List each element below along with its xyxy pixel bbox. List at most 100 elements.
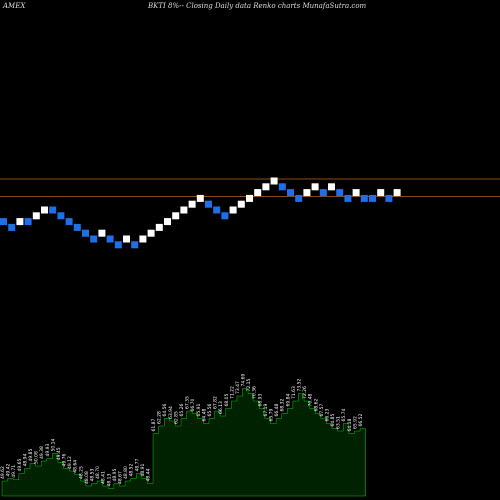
down-brick — [336, 189, 344, 197]
volume-label: 64.85 — [330, 413, 336, 426]
volume-label: 49.85 — [28, 448, 34, 461]
volume-label: 71.22 — [229, 386, 235, 399]
up-brick — [270, 177, 278, 185]
volume-label: 68.62 — [313, 398, 319, 411]
down-brick — [106, 235, 114, 243]
volume-label: 49.76 — [62, 453, 68, 466]
volume-label: 61.87 — [151, 418, 157, 431]
down-brick — [49, 206, 57, 214]
down-brick — [287, 189, 294, 197]
down-brick — [319, 189, 327, 197]
up-brick — [41, 206, 48, 214]
volume-label: 48.77 — [134, 458, 140, 471]
up-brick — [32, 212, 40, 220]
chart-title: BKTI 8%-- Closing Daily data Renko chart… — [148, 2, 367, 10]
volume-label: 48.53 — [90, 468, 96, 481]
up-brick — [16, 218, 24, 226]
up-brick — [188, 200, 196, 208]
up-brick — [393, 189, 401, 197]
up-brick — [123, 235, 130, 243]
volume-label: 66.23 — [324, 408, 330, 421]
up-brick — [196, 194, 204, 202]
up-brick — [377, 189, 385, 197]
volume-label: 49.12 — [67, 456, 73, 469]
up-brick — [180, 206, 188, 214]
volume-label: 67.35 — [185, 396, 191, 409]
volume-label: 64.18 — [347, 418, 353, 431]
volume-label: 48.94 — [22, 453, 28, 466]
up-brick — [237, 200, 245, 208]
down-brick — [90, 235, 98, 243]
volume-label: 49.65 — [17, 458, 23, 471]
up-brick — [328, 183, 335, 191]
volume-label: 48.64 — [73, 460, 79, 473]
volume-label: 70.36 — [252, 386, 258, 399]
up-brick — [246, 194, 253, 202]
volume-label: 73.52 — [296, 378, 302, 391]
down-brick — [369, 194, 376, 202]
volume-label: 49.42 — [6, 463, 12, 476]
up-brick — [147, 229, 155, 237]
volume-label: 73.47 — [235, 381, 241, 394]
volume-label: 64.56 — [162, 403, 168, 416]
up-brick — [98, 229, 106, 237]
volume-label: 48.08 — [84, 471, 90, 484]
volume-label: 48.44 — [145, 468, 151, 481]
volume-label: 64.48 — [201, 408, 207, 421]
volume-label: 48.91 — [140, 463, 146, 476]
down-brick — [114, 241, 122, 249]
down-brick — [0, 218, 7, 226]
up-brick — [155, 223, 163, 231]
up-brick — [164, 218, 171, 226]
volume-label: 50.14 — [50, 438, 56, 451]
volume-label: 74.69 — [241, 373, 247, 386]
volume-label: 48.25 — [78, 466, 84, 479]
down-brick — [205, 200, 212, 208]
down-brick — [73, 223, 81, 231]
volume-label: 48.95 — [112, 468, 118, 481]
up-brick — [229, 206, 237, 214]
up-brick — [303, 189, 311, 197]
down-brick — [213, 206, 221, 214]
volume-label: 65.79 — [269, 408, 275, 421]
up-brick — [352, 189, 360, 197]
volume-label: 48.41 — [101, 471, 107, 484]
volume-label: 49.45 — [56, 447, 62, 460]
volume-label: 50.08 — [34, 451, 40, 464]
volume-label: 66.48 — [274, 403, 280, 416]
down-brick — [344, 194, 352, 202]
down-brick — [131, 241, 139, 249]
volume-label: 70.48 — [308, 393, 314, 406]
volume-label: 65.91 — [196, 403, 202, 416]
volume-label: 63.94 — [168, 406, 174, 419]
volume-label: 67.82 — [213, 396, 219, 409]
volume-label: 69.84 — [285, 393, 291, 406]
volume-label: 62.85 — [173, 411, 179, 424]
down-brick — [295, 194, 303, 202]
down-brick — [8, 223, 16, 231]
volume-label: 48.70 — [95, 466, 101, 479]
volume-label: 63.51 — [336, 416, 342, 429]
down-brick — [360, 194, 368, 202]
volume-label: 68.32 — [280, 398, 286, 411]
volume-label: 68.05 — [224, 393, 230, 406]
volume-label: 66.52 — [358, 413, 364, 426]
down-brick — [57, 212, 65, 220]
up-brick — [139, 235, 147, 243]
volume-area — [1, 388, 366, 497]
volume-label: 66.13 — [218, 401, 224, 414]
down-brick — [221, 212, 229, 220]
volume-label: 65.74 — [341, 408, 347, 421]
volume-label: 49.38 — [39, 446, 45, 459]
exchange-label: AMEX — [3, 2, 26, 10]
up-brick — [172, 212, 180, 220]
volume-label: 67.19 — [263, 403, 269, 416]
down-brick — [278, 183, 286, 191]
volume-label: 48.80 — [123, 466, 129, 479]
volume-label: 48.52 — [129, 463, 135, 476]
volume-label: 72.26 — [302, 386, 308, 399]
volume-label: 49.93 — [45, 443, 51, 456]
down-brick — [82, 229, 89, 237]
